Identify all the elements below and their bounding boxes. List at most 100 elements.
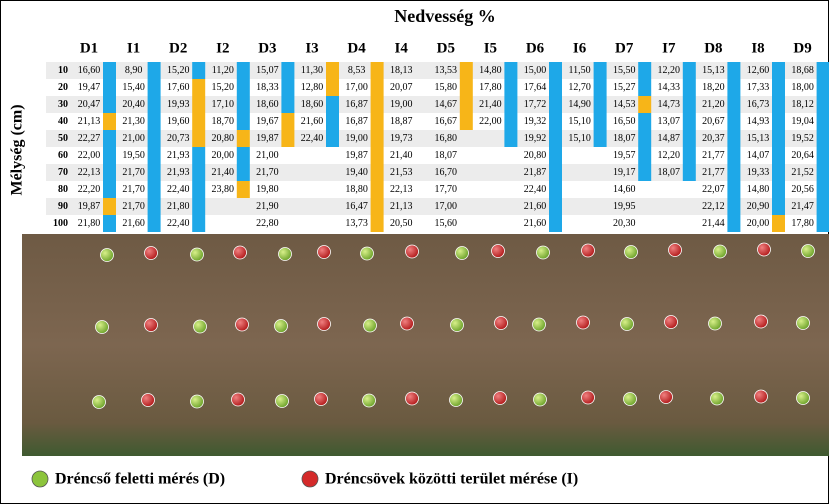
between-point: [755, 390, 768, 403]
moisture-value: 14,53: [613, 99, 636, 110]
moisture-value: 21,90: [256, 201, 279, 212]
level-bar: [772, 215, 785, 232]
moisture-value: 22,00: [479, 116, 502, 127]
drain-point: [797, 392, 810, 405]
drain-point: [534, 393, 547, 406]
level-bar: [727, 113, 740, 130]
level-bar: [727, 96, 740, 113]
level-bar: [326, 130, 339, 147]
level-bar: [817, 113, 829, 130]
drain-point: [451, 319, 464, 332]
level-bar: [683, 164, 696, 181]
drain-point: [533, 318, 546, 331]
level-bar: [638, 62, 651, 79]
moisture-value: 15,80: [435, 82, 458, 93]
moisture-value: 15,13: [747, 133, 770, 144]
moisture-value: 20,00: [747, 218, 770, 229]
moisture-value: 21,47: [791, 201, 814, 212]
level-bar: [727, 147, 740, 164]
moisture-value: 15,07: [256, 65, 279, 76]
drain-point: [364, 319, 377, 332]
moisture-value: 18,80: [345, 184, 368, 195]
moisture-value: 16,60: [78, 65, 101, 76]
moisture-value: 18,70: [212, 116, 235, 127]
moisture-value: 11,30: [301, 65, 323, 76]
moisture-value: 21,13: [390, 201, 413, 212]
level-bar: [148, 147, 161, 164]
column-header: I3: [305, 40, 318, 56]
moisture-value: 20,64: [791, 150, 814, 161]
moisture-value: 21,13: [78, 116, 101, 127]
level-bar: [594, 113, 607, 130]
moisture-value: 19,50: [122, 150, 145, 161]
legend-label: Dréncsövek közötti terület mérése (I): [325, 471, 578, 488]
level-bar: [281, 113, 294, 130]
moisture-value: 21,87: [524, 167, 547, 178]
moisture-value: 19,52: [791, 133, 814, 144]
moisture-value: 14,80: [479, 65, 502, 76]
drain-point: [714, 245, 727, 258]
moisture-value: 22,40: [167, 184, 190, 195]
moisture-value: 20,73: [167, 133, 190, 144]
column-header: D1: [80, 40, 98, 56]
level-bar: [504, 96, 517, 113]
moisture-value: 15,40: [122, 82, 145, 93]
moisture-value: 8,53: [348, 65, 366, 76]
moisture-value: 22,40: [524, 184, 547, 195]
level-bar: [460, 113, 473, 130]
level-bar: [683, 96, 696, 113]
moisture-value: 18,20: [702, 82, 725, 93]
depth-label: 40: [58, 116, 68, 127]
level-bar: [237, 164, 250, 181]
moisture-value: 21,70: [122, 167, 145, 178]
moisture-value: 15,20: [167, 65, 190, 76]
level-bar: [504, 113, 517, 130]
level-bar: [371, 113, 384, 130]
moisture-value: 19,17: [613, 167, 636, 178]
between-point: [315, 393, 328, 406]
column-header: D5: [437, 40, 455, 56]
drain-point: [363, 394, 376, 407]
drain-point: [194, 320, 207, 333]
level-bar: [192, 147, 205, 164]
level-bar: [326, 96, 339, 113]
moisture-value: 15,50: [613, 65, 636, 76]
between-point: [318, 246, 331, 259]
level-bar: [371, 215, 384, 232]
level-bar: [148, 198, 161, 215]
moisture-value: 21,44: [702, 218, 725, 229]
moisture-value: 13,53: [435, 65, 458, 76]
moisture-value: 19,87: [256, 133, 279, 144]
moisture-value: 21,80: [78, 218, 101, 229]
level-bar: [326, 113, 339, 130]
depth-label: 10: [58, 65, 68, 76]
level-bar: [772, 79, 785, 96]
drain-point: [191, 248, 204, 261]
depth-label: 70: [58, 167, 68, 178]
field-photo: [22, 234, 829, 456]
depth-label: 20: [58, 82, 68, 93]
moisture-value: 20,00: [212, 150, 235, 161]
moisture-value: 18,60: [301, 99, 324, 110]
moisture-value: 20,50: [390, 218, 413, 229]
between-point: [582, 391, 595, 404]
level-bar: [237, 96, 250, 113]
level-bar: [727, 181, 740, 198]
moisture-value: 16,73: [747, 99, 770, 110]
moisture-value: 22,20: [78, 184, 101, 195]
level-bar: [192, 181, 205, 198]
column-header: D8: [704, 40, 722, 56]
level-bar: [237, 113, 250, 130]
moisture-value: 21,00: [256, 150, 279, 161]
drain-point: [450, 394, 463, 407]
row-header: Mélység (cm): [9, 104, 26, 195]
drain-point: [802, 245, 815, 258]
moisture-value: 22,27: [78, 133, 101, 144]
moisture-value: 14,33: [658, 82, 681, 93]
moisture-value: 21,93: [167, 150, 190, 161]
moisture-value: 21,53: [390, 167, 413, 178]
moisture-value: 17,70: [435, 184, 458, 195]
moisture-value: 22,40: [301, 133, 324, 144]
column-header: I1: [127, 40, 140, 56]
level-bar: [727, 215, 740, 232]
